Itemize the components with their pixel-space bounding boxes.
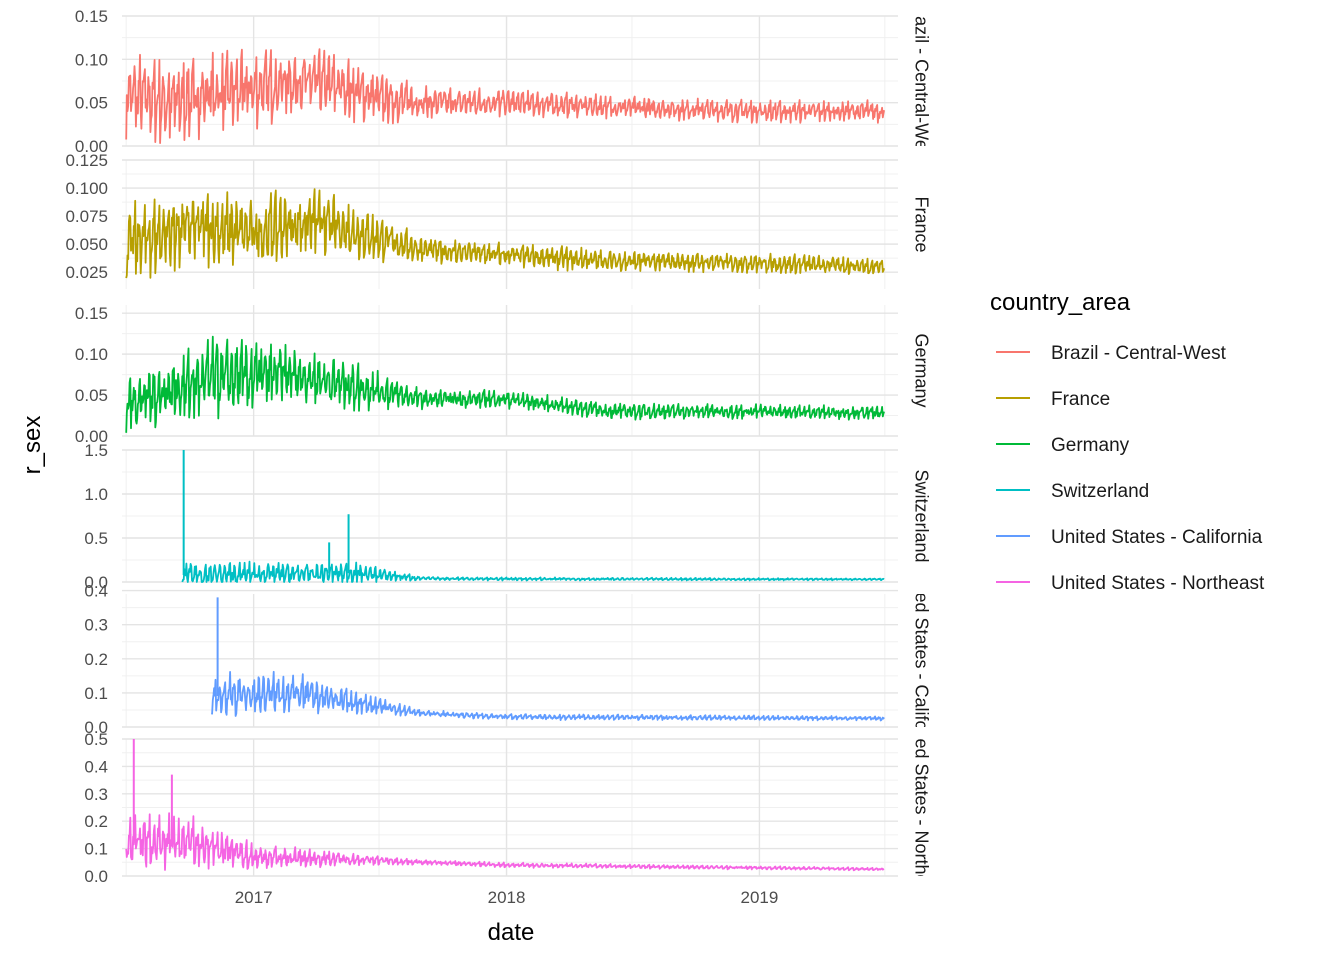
y-tick-label: 1.5 bbox=[84, 441, 108, 460]
y-tick-label: 0.100 bbox=[65, 179, 108, 198]
y-tick-label: 0.15 bbox=[75, 7, 108, 26]
y-tick-label: 0.025 bbox=[65, 263, 108, 282]
y-tick-label: 0.1 bbox=[84, 684, 108, 703]
y-tick-label: 0.075 bbox=[65, 207, 108, 226]
y-tick-label: 0.00 bbox=[75, 427, 108, 446]
y-tick-label: 0.5 bbox=[84, 529, 108, 548]
y-tick-label: 0.125 bbox=[65, 151, 108, 170]
legend-label: United States - Northeast bbox=[1051, 573, 1265, 594]
strip-label-group: Germany bbox=[911, 333, 931, 407]
strip-label-group: France bbox=[911, 196, 931, 252]
y-tick-label: 0.0 bbox=[84, 573, 108, 592]
x-axis: 2017 2018 2019 bbox=[235, 888, 779, 907]
y-tick-label: 0.05 bbox=[75, 94, 108, 113]
panel-3: 0.0 0.5 1.0 1.5 Switzerland bbox=[84, 441, 931, 592]
strip-label-group: United States - California bbox=[911, 560, 931, 761]
y-tick-label: 0.0 bbox=[84, 867, 108, 886]
strip-label-group: Switzerland bbox=[911, 469, 931, 562]
series-line-4 bbox=[210, 670, 885, 722]
strip-label: Switzerland bbox=[911, 469, 931, 562]
panel-5: 0.0 0.1 0.2 0.3 0.4 0.5 United States - Northe… bbox=[84, 706, 931, 908]
panels: 0.000.050.100.15 Brazil - Central-West0.0… bbox=[65, 0, 931, 908]
y-tick-label: 0.5 bbox=[84, 730, 108, 749]
series-line-2 bbox=[125, 335, 885, 433]
y-tick-label: 0.2 bbox=[84, 812, 108, 831]
strip-label: United States - Northeast bbox=[911, 706, 931, 908]
strip-label: Brazil - Central-West bbox=[911, 0, 931, 164]
y-tick-label: 0.10 bbox=[75, 50, 108, 69]
legend-label: Brazil - Central-West bbox=[1051, 343, 1227, 364]
series-line-5 bbox=[125, 812, 885, 872]
series-line-0 bbox=[125, 48, 885, 144]
strip-label: United States - California bbox=[911, 560, 931, 761]
y-tick-label: 0.4 bbox=[84, 757, 108, 776]
x-tick-label: 2018 bbox=[488, 888, 526, 907]
y-tick-label: 0.15 bbox=[75, 304, 108, 323]
panel-0: 0.00 0.05 0.10 0.15 Brazil - Central-West bbox=[75, 0, 931, 164]
y-axis-title: r_sex bbox=[19, 416, 46, 475]
x-tick-label: 2017 bbox=[235, 888, 273, 907]
series-line-1 bbox=[125, 188, 885, 279]
strip-label-group: Brazil - Central-West bbox=[911, 0, 931, 164]
y-tick-label: 0.4 bbox=[84, 582, 108, 601]
panel-2: 0.00 0.05 0.10 0.15 Germany bbox=[75, 304, 931, 446]
panel-4: 0.0 0.1 0.2 0.3 0.4 United States - Californi… bbox=[84, 560, 931, 761]
y-tick-label: 0.3 bbox=[84, 616, 108, 635]
y-tick-label: 0.10 bbox=[75, 345, 108, 364]
y-tick-label: 0.05 bbox=[75, 386, 108, 405]
legend: country_area Brazil - Central-West France… bbox=[990, 289, 1265, 594]
x-tick-label: 2019 bbox=[741, 888, 779, 907]
panel-1: 0.025 0.050 0.075 0.100 0.125 France bbox=[65, 151, 931, 289]
y-tick-label: 0.00 bbox=[75, 137, 108, 156]
y-tick-label: 0.3 bbox=[84, 785, 108, 804]
strip-label: France bbox=[911, 196, 931, 252]
y-tick-label: 0.1 bbox=[84, 840, 108, 859]
legend-label: France bbox=[1051, 389, 1110, 410]
legend-label: United States - California bbox=[1051, 527, 1263, 548]
legend-label: Switzerland bbox=[1051, 481, 1149, 502]
y-tick-label: 1.0 bbox=[84, 485, 108, 504]
y-tick-label: 0.0 bbox=[84, 718, 108, 737]
strip-label: Germany bbox=[911, 333, 931, 407]
series-line-3 bbox=[181, 560, 885, 583]
x-axis-title: date bbox=[488, 919, 535, 946]
y-tick-label: 0.2 bbox=[84, 650, 108, 669]
strip-label-group: United States - Northeast bbox=[911, 706, 931, 908]
legend-label: Germany bbox=[1051, 435, 1130, 456]
y-tick-label: 0.050 bbox=[65, 235, 108, 254]
legend-title: country_area bbox=[990, 289, 1131, 316]
